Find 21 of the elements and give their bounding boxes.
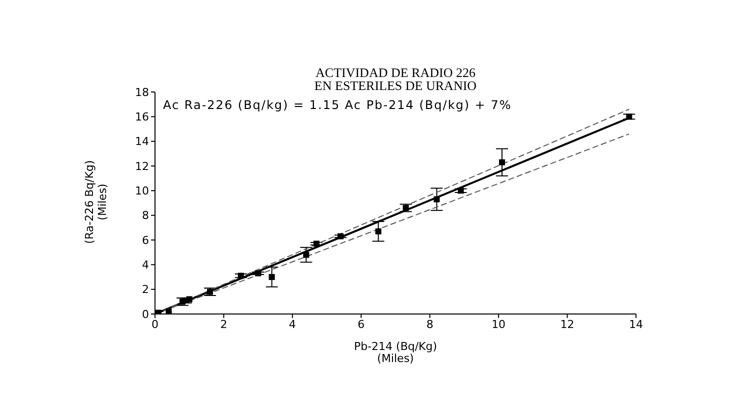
y-tick-label: 12 [135, 160, 149, 173]
y-axis-title: (Ra-226 Bq/Kg) (Miles) [83, 159, 109, 246]
x-tick-label: 8 [426, 318, 434, 331]
x-tick-label: 2 [220, 318, 228, 331]
x-tick-label: 10 [492, 318, 506, 331]
y-tick-label: 2 [142, 283, 149, 296]
y-tick-label: 0 [142, 308, 149, 321]
y-tick-label: 6 [142, 234, 149, 247]
annotation: Ac Ra-226 (Bq/kg) = 1.15 Ac Pb-214 (Bq/kg) + 7% [163, 98, 512, 112]
x-tick-label: 12 [560, 318, 574, 331]
y-tick-label: 18 [135, 86, 149, 99]
y-tick-label: 8 [142, 209, 149, 222]
x-tick-label: 4 [288, 318, 296, 331]
y-tick-label: 4 [142, 258, 149, 272]
y-tick-label: 10 [135, 184, 149, 198]
x-tick-label: 0 [152, 318, 158, 331]
y-tick-label: 16 [135, 110, 149, 124]
x-axis-title: Pb-214 (Bq/Kg) (Miles) [352, 340, 438, 365]
x-tick-label: 14 [629, 318, 643, 331]
x-tick-label: 6 [358, 318, 365, 331]
y-tick-label: 14 [135, 135, 149, 148]
